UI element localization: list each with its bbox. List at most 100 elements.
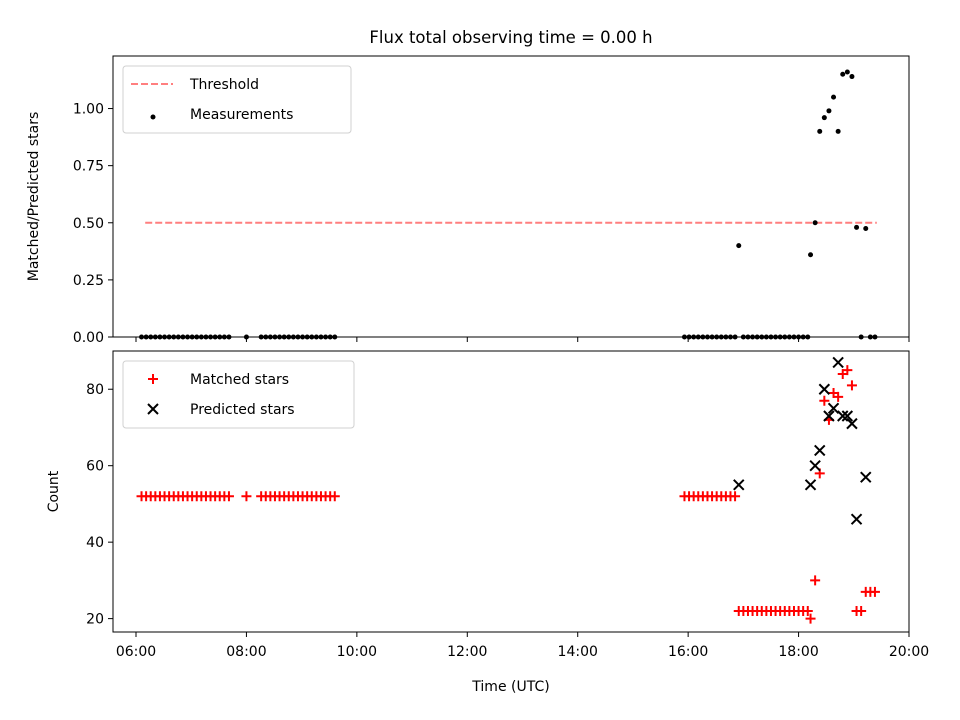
predicted-star-point	[850, 513, 863, 525]
predicted-star-point	[846, 417, 858, 430]
measurement-point	[777, 334, 783, 340]
measurement-point	[740, 334, 746, 340]
measurement-point	[286, 334, 292, 340]
predicted-star-point	[809, 459, 821, 472]
y-tick-label: 0.75	[73, 159, 104, 175]
measurement-point	[700, 334, 706, 340]
measurement-point	[212, 334, 218, 340]
measurement-point	[198, 334, 204, 340]
measurement-point	[854, 224, 860, 230]
x-axis-label: Time (UTC)	[471, 679, 549, 695]
x-tick-label: 14:00	[558, 644, 598, 660]
predicted-star-point	[860, 471, 872, 483]
measurement-point	[203, 334, 209, 340]
x-tick-label: 10:00	[337, 644, 377, 660]
measurement-point	[171, 334, 177, 340]
measurement-point	[318, 334, 324, 340]
measurement-point	[736, 243, 742, 249]
x-tick-label: 12:00	[447, 644, 487, 660]
measurement-point	[805, 334, 811, 340]
matched-star-point	[846, 380, 857, 391]
plot-frame	[112, 55, 910, 338]
measurement-point	[817, 128, 823, 134]
legend: Matched stars Predicted stars	[122, 360, 355, 429]
measurement-point	[704, 334, 710, 340]
predicted-star-point	[832, 356, 844, 369]
measurement-point	[844, 69, 850, 75]
matched-star-point	[223, 491, 234, 502]
matched-star-point	[329, 491, 340, 502]
x-tick-label: 06:00	[116, 644, 156, 660]
measurement-point	[840, 71, 846, 77]
measurement-point	[858, 334, 864, 340]
measurement-point	[309, 334, 315, 340]
measurement-point	[277, 334, 283, 340]
measurement-point	[754, 334, 760, 340]
legend: Threshold Measurements	[122, 65, 352, 134]
legend-box	[122, 65, 352, 134]
measurement-point	[791, 334, 797, 340]
predicted-star-point	[818, 383, 831, 395]
y-tick-label: 0.00	[73, 330, 104, 346]
figure-title: Flux total observing time = 0.00 h	[369, 28, 652, 47]
measurement-point	[290, 334, 296, 340]
x-tick-label: 16:00	[668, 644, 708, 660]
measurement-point	[800, 334, 806, 340]
measurement-point	[750, 334, 756, 340]
legend-label: Threshold	[189, 77, 259, 93]
measurement-point	[243, 334, 249, 340]
measurement-point	[272, 334, 278, 340]
measurement-point	[152, 334, 158, 340]
measurement-point	[162, 334, 168, 340]
measurement-point	[763, 334, 769, 340]
measurement-point	[727, 334, 733, 340]
top-panel: 0.00 0.25 0.50 0.75 1.00 Matched/Predicted st…	[26, 55, 910, 346]
bottom-panel: 06:00 08:00 10:00 12:00 14:00 16:00 18:00 20:00…	[46, 350, 929, 695]
legend-plus-swatch	[148, 374, 158, 384]
y-tick-label: 0.25	[73, 273, 104, 289]
y-tick-label: 0.50	[73, 216, 104, 232]
measurement-point	[175, 334, 181, 340]
matched-star-point	[810, 575, 821, 586]
measurement-point	[732, 334, 738, 340]
measurement-point	[226, 334, 232, 340]
measurement-point	[863, 225, 869, 231]
measurement-point	[189, 334, 195, 340]
predicted-star-point	[827, 402, 840, 415]
measurement-point	[796, 334, 802, 340]
measurement-point	[773, 334, 779, 340]
measurement-point	[217, 334, 223, 340]
measurement-point	[221, 334, 227, 340]
measurement-point	[831, 94, 837, 100]
predicted-star-point	[841, 410, 854, 422]
measurement-point	[808, 252, 814, 258]
plot-frame	[112, 350, 910, 633]
measurement-point	[148, 334, 154, 340]
y-tick-label: 40	[86, 535, 104, 551]
y-tick-label: 20	[86, 612, 104, 628]
measurement-point	[691, 334, 697, 340]
matched-star-point	[842, 365, 853, 376]
measurement-point	[714, 334, 720, 340]
x-tick-label: 18:00	[778, 644, 818, 660]
legend-label: Predicted stars	[190, 402, 295, 418]
matched-star-point	[869, 586, 880, 597]
matched-star-point	[802, 605, 813, 616]
measurement-point	[194, 334, 200, 340]
measurement-point	[826, 108, 832, 114]
measurement-point	[157, 334, 163, 340]
measurement-point	[681, 334, 687, 340]
measurement-point	[323, 334, 329, 340]
predicted-star-point	[804, 479, 817, 491]
matched-star-point	[730, 491, 741, 502]
measurement-point	[180, 334, 186, 340]
measurement-point	[139, 334, 145, 340]
predicted-star-point	[733, 479, 745, 491]
predicted-star-point	[814, 444, 826, 457]
measurement-point	[745, 334, 751, 340]
y-axis-label: Count	[46, 470, 62, 512]
measurement-point	[327, 334, 333, 340]
measurement-point	[723, 334, 729, 340]
predicted-star-point	[823, 410, 835, 422]
